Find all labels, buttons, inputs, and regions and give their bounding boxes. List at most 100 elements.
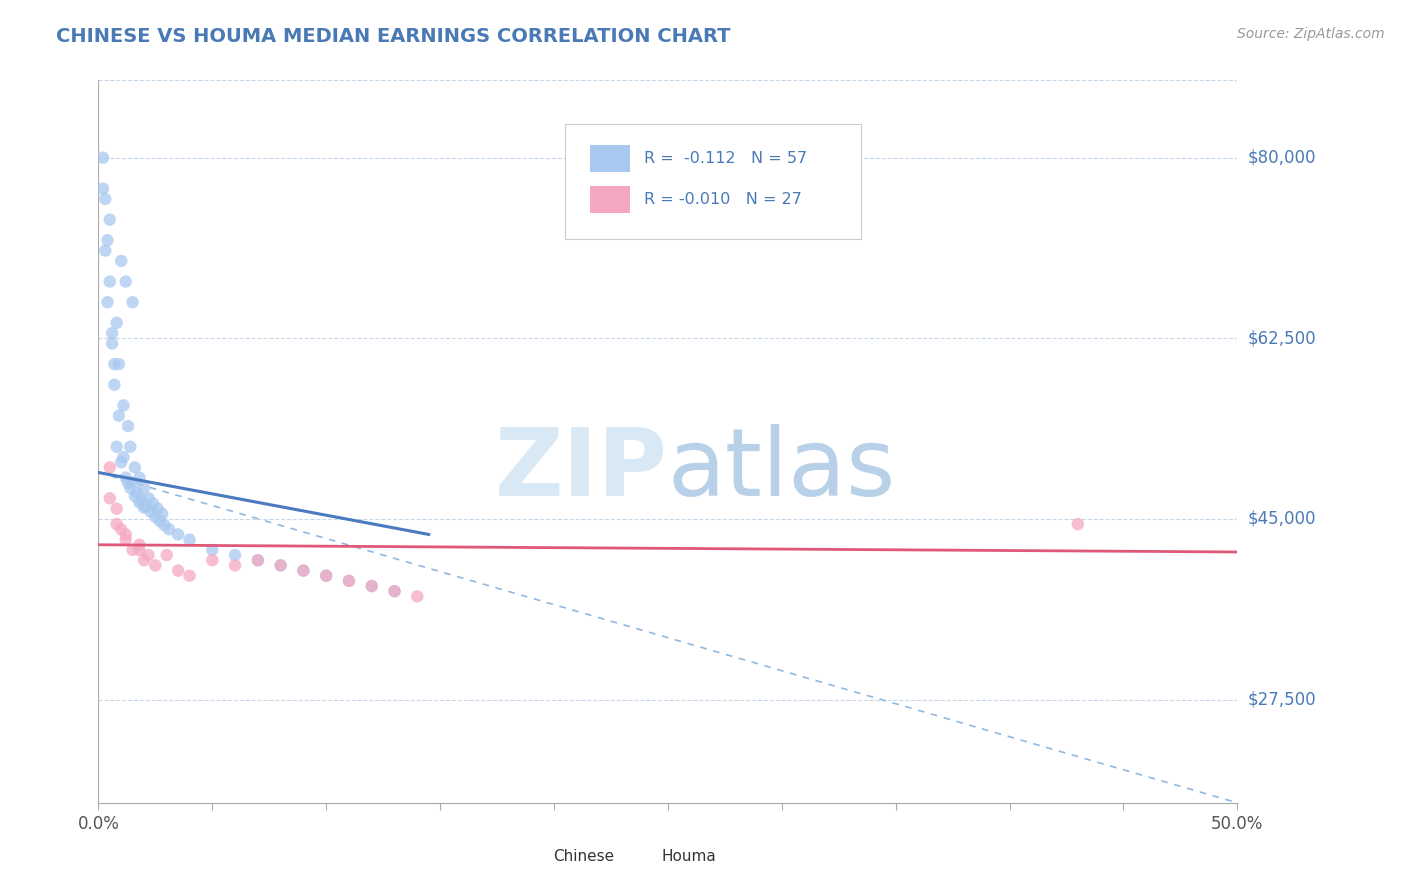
Point — [167, 564, 190, 578]
Point — [142, 496, 165, 510]
Point — [246, 553, 269, 567]
Point — [103, 377, 125, 392]
Point — [131, 493, 153, 508]
Point — [315, 568, 337, 582]
Point — [201, 542, 224, 557]
Point — [114, 471, 136, 485]
Point — [337, 574, 360, 588]
Point — [149, 514, 172, 528]
Point — [117, 419, 139, 434]
Point — [139, 505, 162, 519]
Point — [224, 558, 246, 573]
Point — [91, 182, 114, 196]
Point — [360, 579, 382, 593]
Point — [128, 471, 150, 485]
Point — [224, 548, 246, 562]
Point — [110, 522, 132, 536]
Point — [270, 558, 292, 573]
Point — [145, 509, 167, 524]
Point — [128, 542, 150, 557]
Point — [1067, 517, 1090, 532]
Point — [114, 533, 136, 547]
Point — [110, 455, 132, 469]
Point — [201, 553, 224, 567]
Point — [96, 295, 118, 310]
Text: Houma: Houma — [661, 849, 716, 864]
Point — [132, 500, 155, 515]
Point — [145, 558, 167, 573]
Point — [157, 522, 180, 536]
Point — [103, 357, 125, 371]
Point — [315, 568, 337, 582]
Point — [120, 440, 142, 454]
Point — [167, 527, 190, 541]
Point — [112, 450, 135, 464]
Point — [121, 295, 143, 310]
Point — [105, 517, 128, 532]
Point — [156, 548, 179, 562]
Point — [337, 574, 360, 588]
Point — [292, 564, 315, 578]
Point — [98, 212, 121, 227]
Point — [105, 501, 128, 516]
Point — [121, 542, 143, 557]
Text: CHINESE VS HOUMA MEDIAN EARNINGS CORRELATION CHART: CHINESE VS HOUMA MEDIAN EARNINGS CORRELA… — [56, 27, 731, 45]
Point — [108, 357, 131, 371]
Point — [105, 440, 128, 454]
Text: Source: ZipAtlas.com: Source: ZipAtlas.com — [1237, 27, 1385, 41]
Point — [270, 558, 292, 573]
Point — [105, 316, 128, 330]
Point — [98, 460, 121, 475]
Point — [98, 275, 121, 289]
Point — [124, 489, 146, 503]
Point — [117, 475, 139, 490]
Point — [406, 590, 429, 604]
Bar — [520, 844, 548, 870]
Point — [138, 548, 160, 562]
Point — [150, 507, 173, 521]
Text: R =  -0.112   N = 57: R = -0.112 N = 57 — [644, 151, 807, 166]
Point — [179, 568, 201, 582]
Point — [91, 151, 114, 165]
Point — [96, 233, 118, 247]
Point — [98, 491, 121, 506]
Text: $27,500: $27,500 — [1247, 690, 1316, 708]
Text: atlas: atlas — [668, 425, 896, 516]
Point — [132, 481, 155, 495]
Point — [94, 192, 117, 206]
Point — [153, 518, 176, 533]
Point — [94, 244, 117, 258]
Point — [146, 501, 169, 516]
Text: R = -0.010   N = 27: R = -0.010 N = 27 — [644, 192, 801, 207]
Point — [110, 253, 132, 268]
Point — [128, 538, 150, 552]
Point — [132, 553, 155, 567]
Point — [138, 491, 160, 506]
Point — [246, 553, 269, 567]
Bar — [628, 844, 657, 870]
Point — [108, 409, 131, 423]
Point — [360, 579, 382, 593]
Point — [127, 486, 149, 500]
Point — [384, 584, 406, 599]
Text: $62,500: $62,500 — [1247, 329, 1316, 347]
Point — [128, 495, 150, 509]
Point — [124, 460, 146, 475]
Text: $80,000: $80,000 — [1247, 149, 1316, 167]
Text: Chinese: Chinese — [553, 849, 614, 864]
Point — [135, 500, 157, 514]
Bar — [591, 145, 630, 172]
Point — [384, 584, 406, 599]
Point — [114, 527, 136, 541]
Bar — [591, 186, 630, 213]
Text: ZIP: ZIP — [495, 425, 668, 516]
Point — [121, 475, 143, 490]
Point — [101, 326, 124, 341]
Point — [112, 398, 135, 412]
Point — [101, 336, 124, 351]
Text: $45,000: $45,000 — [1247, 510, 1316, 528]
Point — [179, 533, 201, 547]
Point — [292, 564, 315, 578]
Point — [114, 275, 136, 289]
FancyBboxPatch shape — [565, 124, 862, 239]
